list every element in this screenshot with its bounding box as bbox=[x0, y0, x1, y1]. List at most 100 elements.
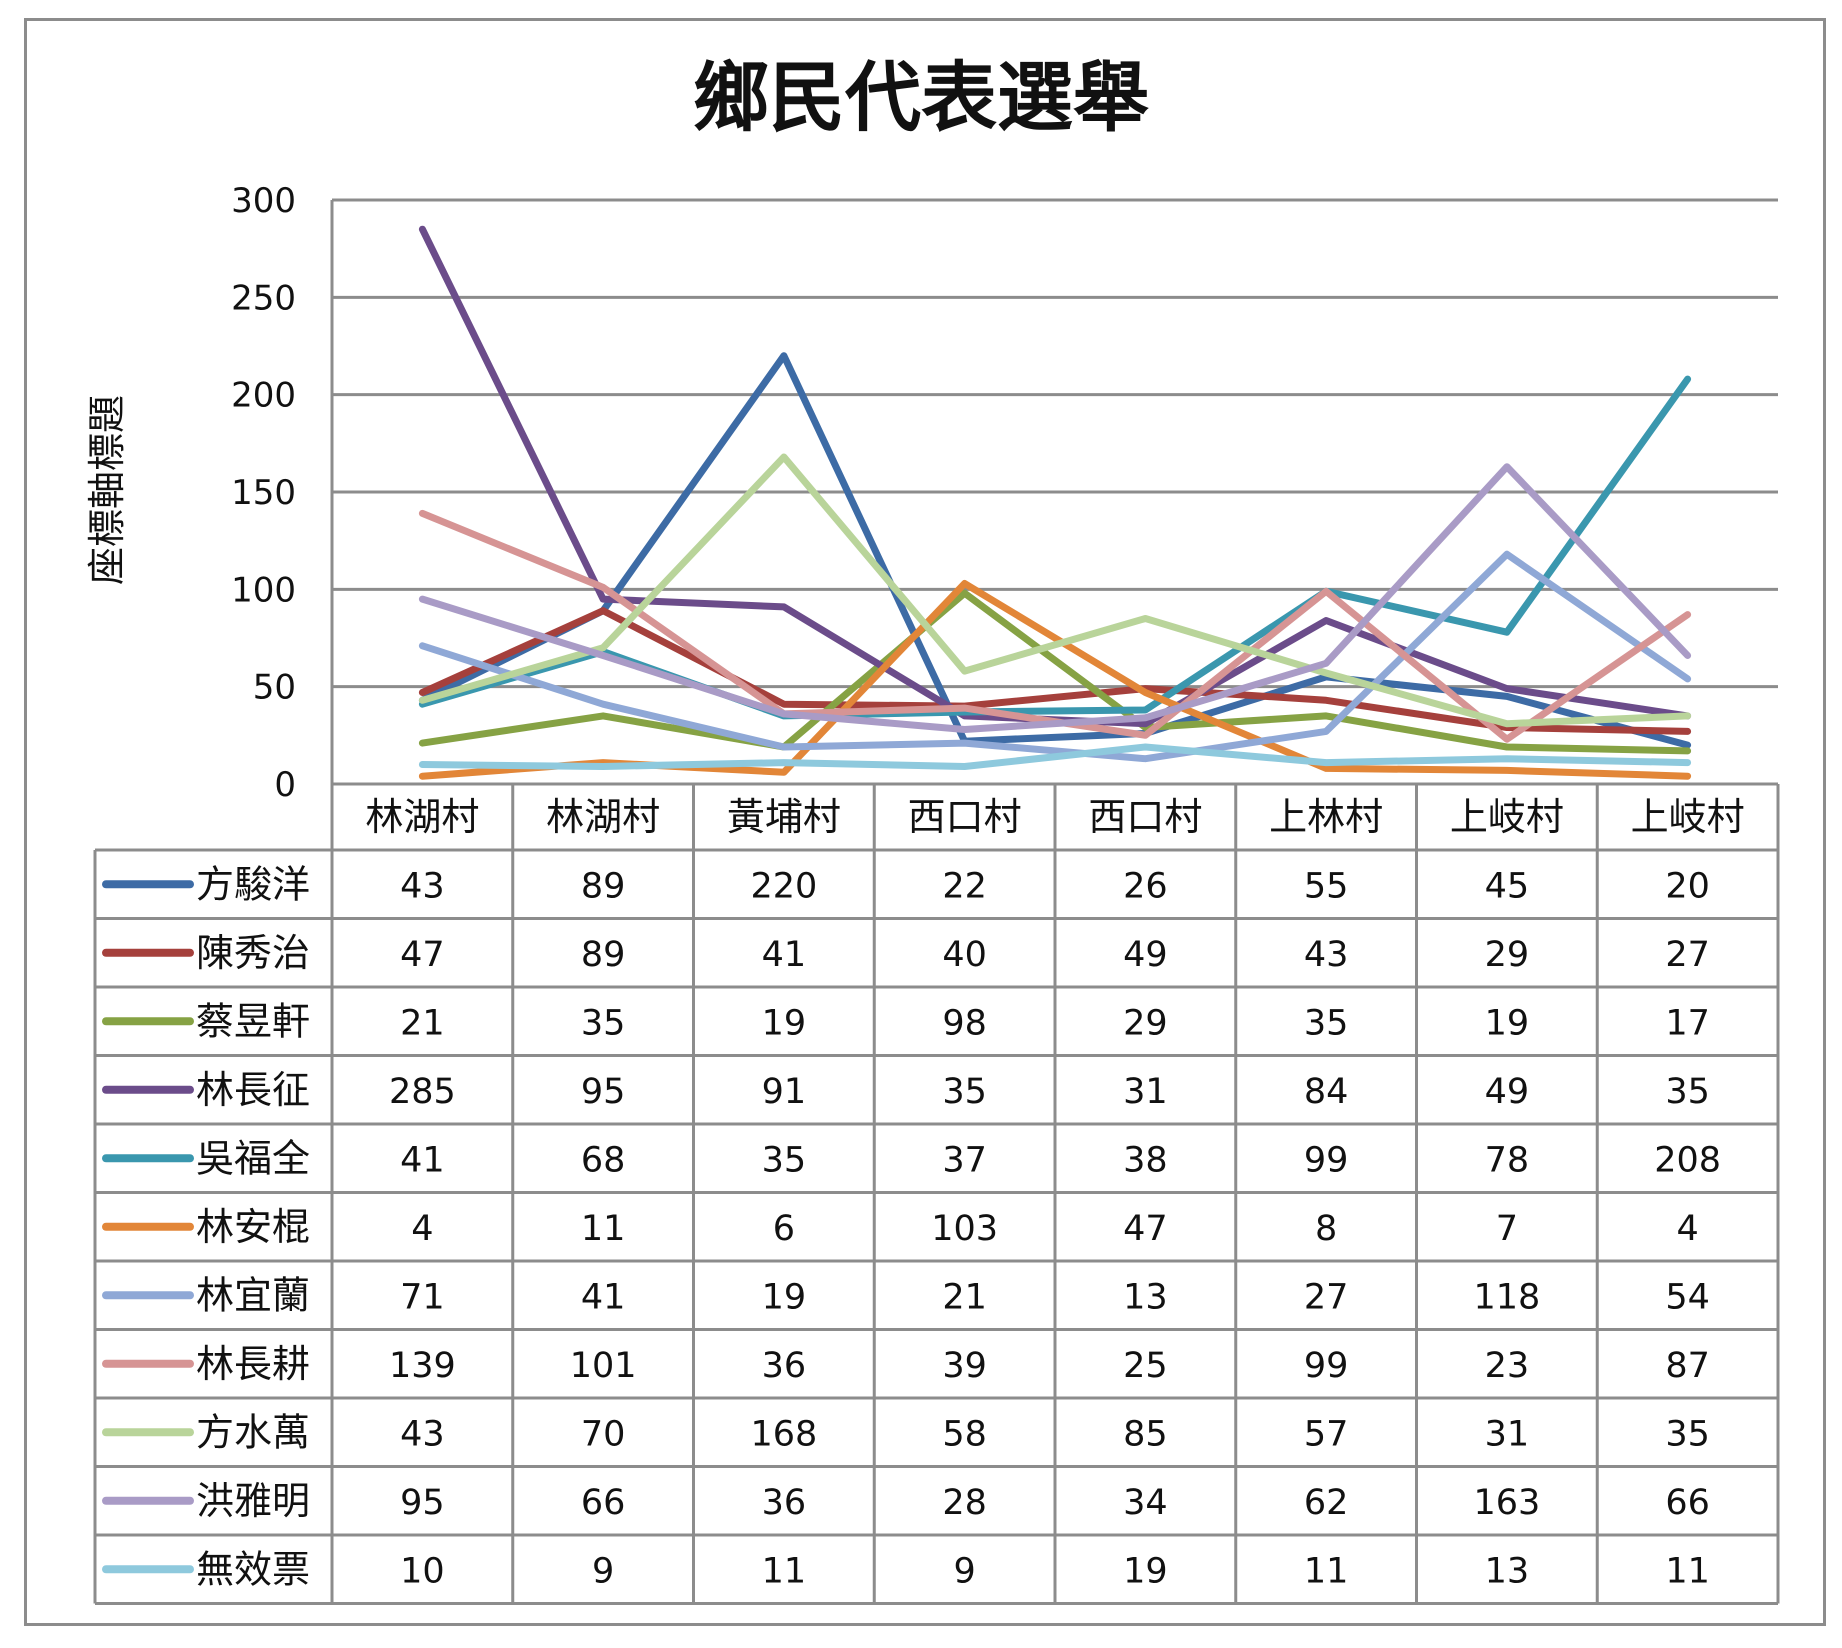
table-cell: 58 bbox=[942, 1414, 987, 1454]
series-label: 蔡昱軒 bbox=[196, 999, 310, 1043]
table-cell: 22 bbox=[942, 866, 987, 906]
series-line bbox=[418, 589, 1692, 755]
chart-frame bbox=[24, 18, 1826, 1626]
table-cell: 49 bbox=[1123, 935, 1168, 975]
y-axis-ticks: 0 50 100 150 200 250 300 bbox=[231, 181, 296, 805]
table-cell: 45 bbox=[1485, 866, 1530, 906]
table-cell: 7 bbox=[1496, 1209, 1518, 1249]
series-label: 林宜蘭 bbox=[196, 1273, 310, 1317]
table-cell: 91 bbox=[762, 1072, 807, 1112]
table-cell: 9 bbox=[592, 1551, 614, 1591]
table-cell: 28 bbox=[942, 1483, 987, 1523]
table-cell: 35 bbox=[1665, 1072, 1710, 1112]
table-cell: 11 bbox=[581, 1209, 626, 1249]
table-cell: 8 bbox=[1315, 1209, 1337, 1249]
table-cell: 4 bbox=[1676, 1209, 1698, 1249]
y-tick-label: 250 bbox=[231, 278, 296, 318]
table-cell: 39 bbox=[942, 1346, 987, 1386]
table-cell: 168 bbox=[750, 1414, 817, 1454]
table-cell: 10 bbox=[400, 1551, 445, 1591]
table-cell: 57 bbox=[1304, 1414, 1349, 1454]
table-cell: 71 bbox=[400, 1277, 445, 1317]
table-cell: 139 bbox=[389, 1346, 456, 1386]
table-cell: 55 bbox=[1304, 866, 1349, 906]
table-cell: 19 bbox=[1123, 1551, 1168, 1591]
table-cell: 11 bbox=[762, 1551, 807, 1591]
table-cell: 87 bbox=[1665, 1346, 1710, 1386]
series-label: 吳福全 bbox=[196, 1136, 310, 1180]
table-cell: 37 bbox=[942, 1140, 987, 1180]
table-cell: 27 bbox=[1304, 1277, 1349, 1317]
category-label: 黃埔村 bbox=[727, 795, 841, 839]
table-cell: 36 bbox=[762, 1483, 807, 1523]
table-cell: 78 bbox=[1485, 1140, 1530, 1180]
series-lines bbox=[418, 225, 1692, 780]
series-label: 洪雅明 bbox=[196, 1479, 310, 1523]
table-cell: 89 bbox=[581, 935, 626, 975]
series-label: 方水萬 bbox=[196, 1410, 310, 1454]
category-label: 上岐村 bbox=[1450, 795, 1564, 839]
table-cell: 23 bbox=[1485, 1346, 1530, 1386]
category-label: 西口村 bbox=[1088, 795, 1202, 839]
series-label: 林安棍 bbox=[196, 1205, 310, 1249]
category-label: 上岐村 bbox=[1631, 795, 1745, 839]
table-cell: 208 bbox=[1654, 1140, 1721, 1180]
table-cell: 21 bbox=[942, 1277, 987, 1317]
series-line bbox=[418, 453, 1692, 728]
table-cell: 95 bbox=[400, 1483, 445, 1523]
table-cell: 84 bbox=[1304, 1072, 1349, 1112]
table-cell: 47 bbox=[400, 935, 445, 975]
table-cell: 118 bbox=[1473, 1277, 1540, 1317]
table-cell: 34 bbox=[1123, 1483, 1168, 1523]
table-cell: 11 bbox=[1665, 1551, 1710, 1591]
series-line bbox=[418, 550, 1692, 763]
table-cell: 35 bbox=[581, 1003, 626, 1043]
table-cell: 41 bbox=[400, 1140, 445, 1180]
table-cell: 25 bbox=[1123, 1346, 1168, 1386]
table-cell: 19 bbox=[1485, 1003, 1530, 1043]
table-cell: 85 bbox=[1123, 1414, 1168, 1454]
table-cell: 36 bbox=[762, 1346, 807, 1386]
chart-title: 鄉民代表選舉 bbox=[693, 53, 1149, 142]
series-label: 無效票 bbox=[196, 1547, 310, 1591]
table-cell: 11 bbox=[1304, 1551, 1349, 1591]
table-cell: 66 bbox=[581, 1483, 626, 1523]
category-label: 林湖村 bbox=[365, 795, 479, 839]
table-cell: 13 bbox=[1123, 1277, 1168, 1317]
category-label: 西口村 bbox=[908, 795, 1022, 839]
series-label: 林長耕 bbox=[196, 1342, 310, 1386]
table-cell: 41 bbox=[762, 935, 807, 975]
table-cell: 285 bbox=[389, 1072, 456, 1112]
y-tick-label: 0 bbox=[274, 765, 296, 805]
table-cell: 6 bbox=[773, 1209, 795, 1249]
table-cell: 89 bbox=[581, 866, 626, 906]
y-tick-label: 300 bbox=[231, 181, 296, 221]
table-cell: 19 bbox=[762, 1277, 807, 1317]
table-cell: 62 bbox=[1304, 1483, 1349, 1523]
table-cell: 99 bbox=[1304, 1140, 1349, 1180]
table-cell: 43 bbox=[1304, 935, 1349, 975]
table-cell: 27 bbox=[1665, 935, 1710, 975]
series-line bbox=[418, 352, 1692, 749]
y-tick-label: 50 bbox=[253, 668, 296, 708]
series-label: 陳秀治 bbox=[196, 931, 310, 975]
y-axis-label: 座標軸標題 bbox=[85, 395, 129, 585]
table-cell: 41 bbox=[581, 1277, 626, 1317]
table-cell: 220 bbox=[750, 866, 817, 906]
gridlines bbox=[332, 198, 1778, 689]
series-line bbox=[418, 375, 1692, 720]
table-cell: 163 bbox=[1473, 1483, 1540, 1523]
table-cell: 43 bbox=[400, 1414, 445, 1454]
table-cell: 66 bbox=[1665, 1483, 1710, 1523]
table-cell: 99 bbox=[1304, 1346, 1349, 1386]
y-tick-label: 150 bbox=[231, 473, 296, 513]
table-cell: 68 bbox=[581, 1140, 626, 1180]
series-line bbox=[418, 463, 1692, 733]
table-cell: 31 bbox=[1485, 1414, 1530, 1454]
series-label: 方駿洋 bbox=[196, 862, 310, 906]
table-cell: 98 bbox=[942, 1003, 987, 1043]
table-cell: 29 bbox=[1485, 935, 1530, 975]
table-cell: 47 bbox=[1123, 1209, 1168, 1249]
table-cell: 103 bbox=[931, 1209, 998, 1249]
table-cell: 29 bbox=[1123, 1003, 1168, 1043]
